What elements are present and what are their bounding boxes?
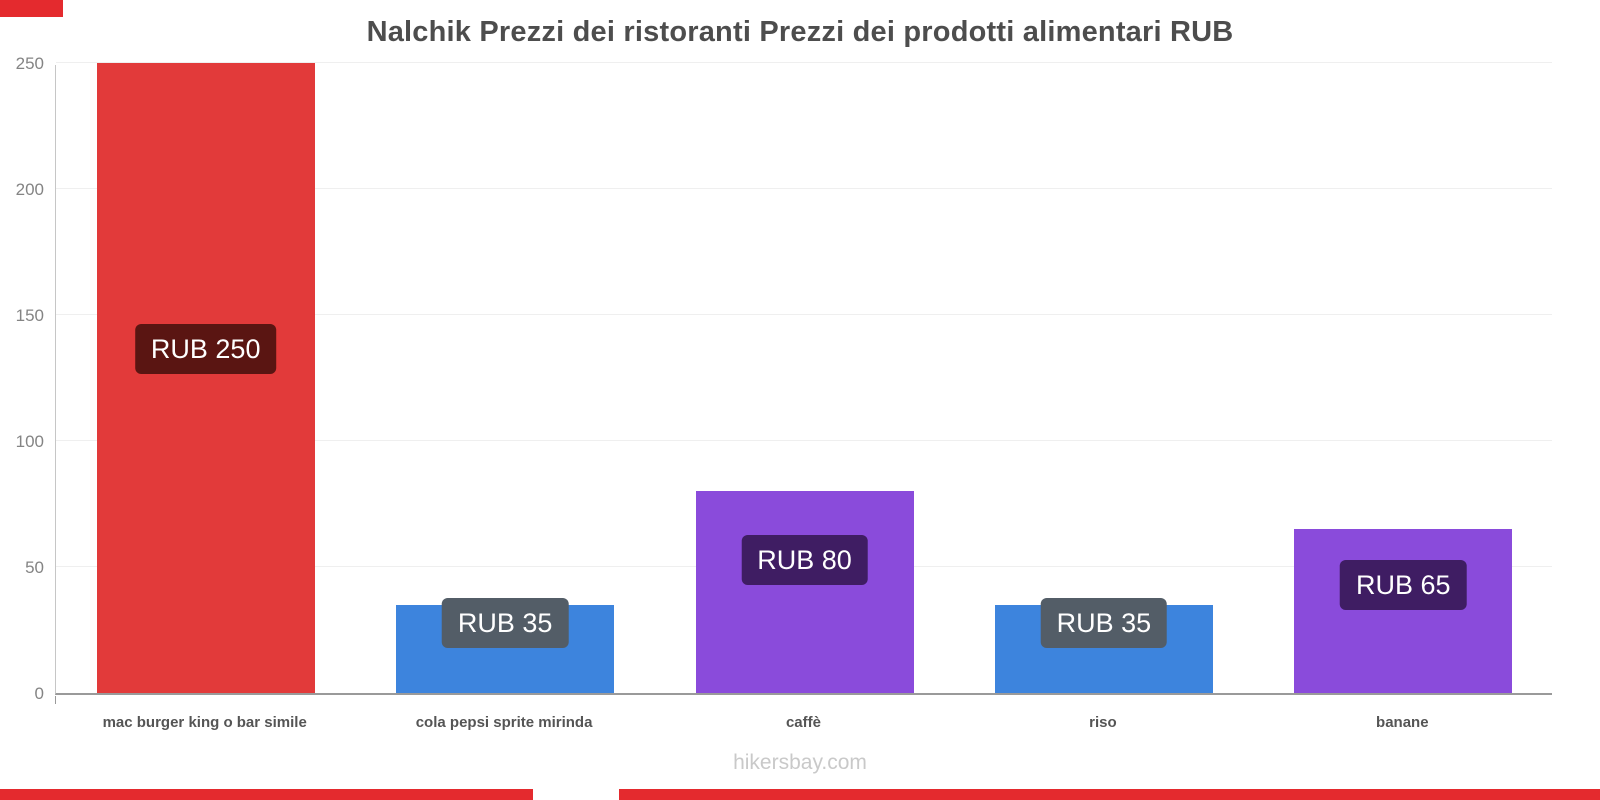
category-label: caffè	[785, 714, 821, 731]
bar-value-label: RUB 35	[441, 597, 569, 648]
zero-tick-mark	[55, 696, 56, 704]
bar-0	[96, 63, 315, 693]
watermark-text: hikersbay.com	[733, 751, 867, 774]
bar-value-label: RUB 35	[1040, 597, 1168, 648]
bar-value-label: RUB 80	[741, 534, 868, 585]
bottom-accent-bar-right	[619, 789, 1600, 800]
category-label: riso	[1089, 714, 1117, 731]
category-label: mac burger king o bar simile	[102, 714, 307, 731]
y-axis-tick-label: 250	[15, 54, 44, 73]
bar-2	[695, 491, 914, 693]
gridline	[56, 62, 1552, 63]
bar-value-label: RUB 65	[1340, 560, 1467, 611]
y-axis-tick-label: 150	[15, 306, 44, 325]
y-axis-tick-label: 0	[34, 684, 44, 703]
y-axis-tick-label: 50	[25, 558, 44, 577]
gridline	[56, 440, 1552, 441]
gridline	[56, 188, 1552, 189]
plot-area: RUB 250 RUB 35 RUB 80 RUB 35 RUB 65	[55, 62, 1552, 695]
category-label: cola pepsi sprite mirinda	[415, 714, 593, 731]
gridline	[56, 314, 1552, 315]
category-label: banane	[1376, 714, 1429, 731]
bar-4	[1294, 529, 1513, 693]
top-left-accent-bar	[0, 0, 63, 17]
bottom-accent-bar-left	[0, 789, 533, 800]
bar-value-label: RUB 250	[134, 323, 277, 374]
y-axis-tick-label: 200	[15, 180, 44, 199]
chart-title: Nalchik Prezzi dei ristoranti Prezzi dei…	[366, 16, 1234, 48]
y-axis-tick-label: 100	[15, 432, 44, 451]
